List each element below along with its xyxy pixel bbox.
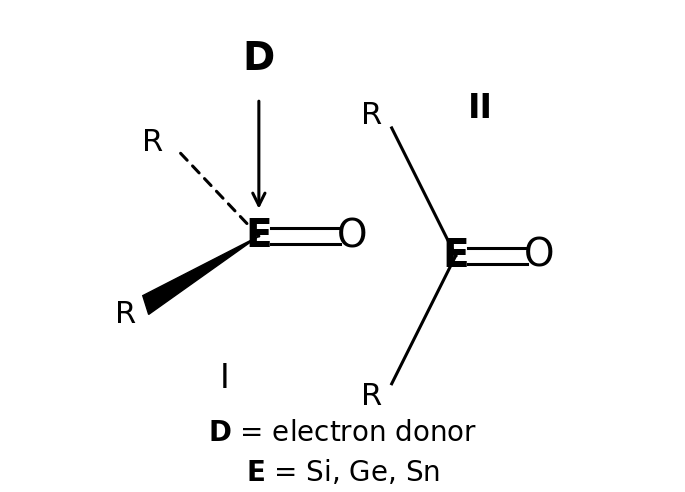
Text: R: R — [115, 301, 136, 329]
Text: O: O — [337, 217, 368, 255]
Text: R: R — [142, 128, 164, 157]
Text: R: R — [362, 382, 383, 410]
Text: D: D — [242, 40, 275, 78]
Text: E: E — [245, 217, 272, 255]
Polygon shape — [142, 236, 259, 314]
Text: II: II — [468, 92, 493, 125]
Text: O: O — [524, 237, 555, 275]
Text: E: E — [443, 237, 469, 275]
Text: I: I — [220, 362, 229, 396]
Text: R: R — [362, 101, 383, 130]
Text: $\mathbf{E}$ = Si, Ge, Sn: $\mathbf{E}$ = Si, Ge, Sn — [245, 458, 440, 487]
Text: $\mathbf{D}$ = electron donor: $\mathbf{D}$ = electron donor — [208, 419, 477, 447]
